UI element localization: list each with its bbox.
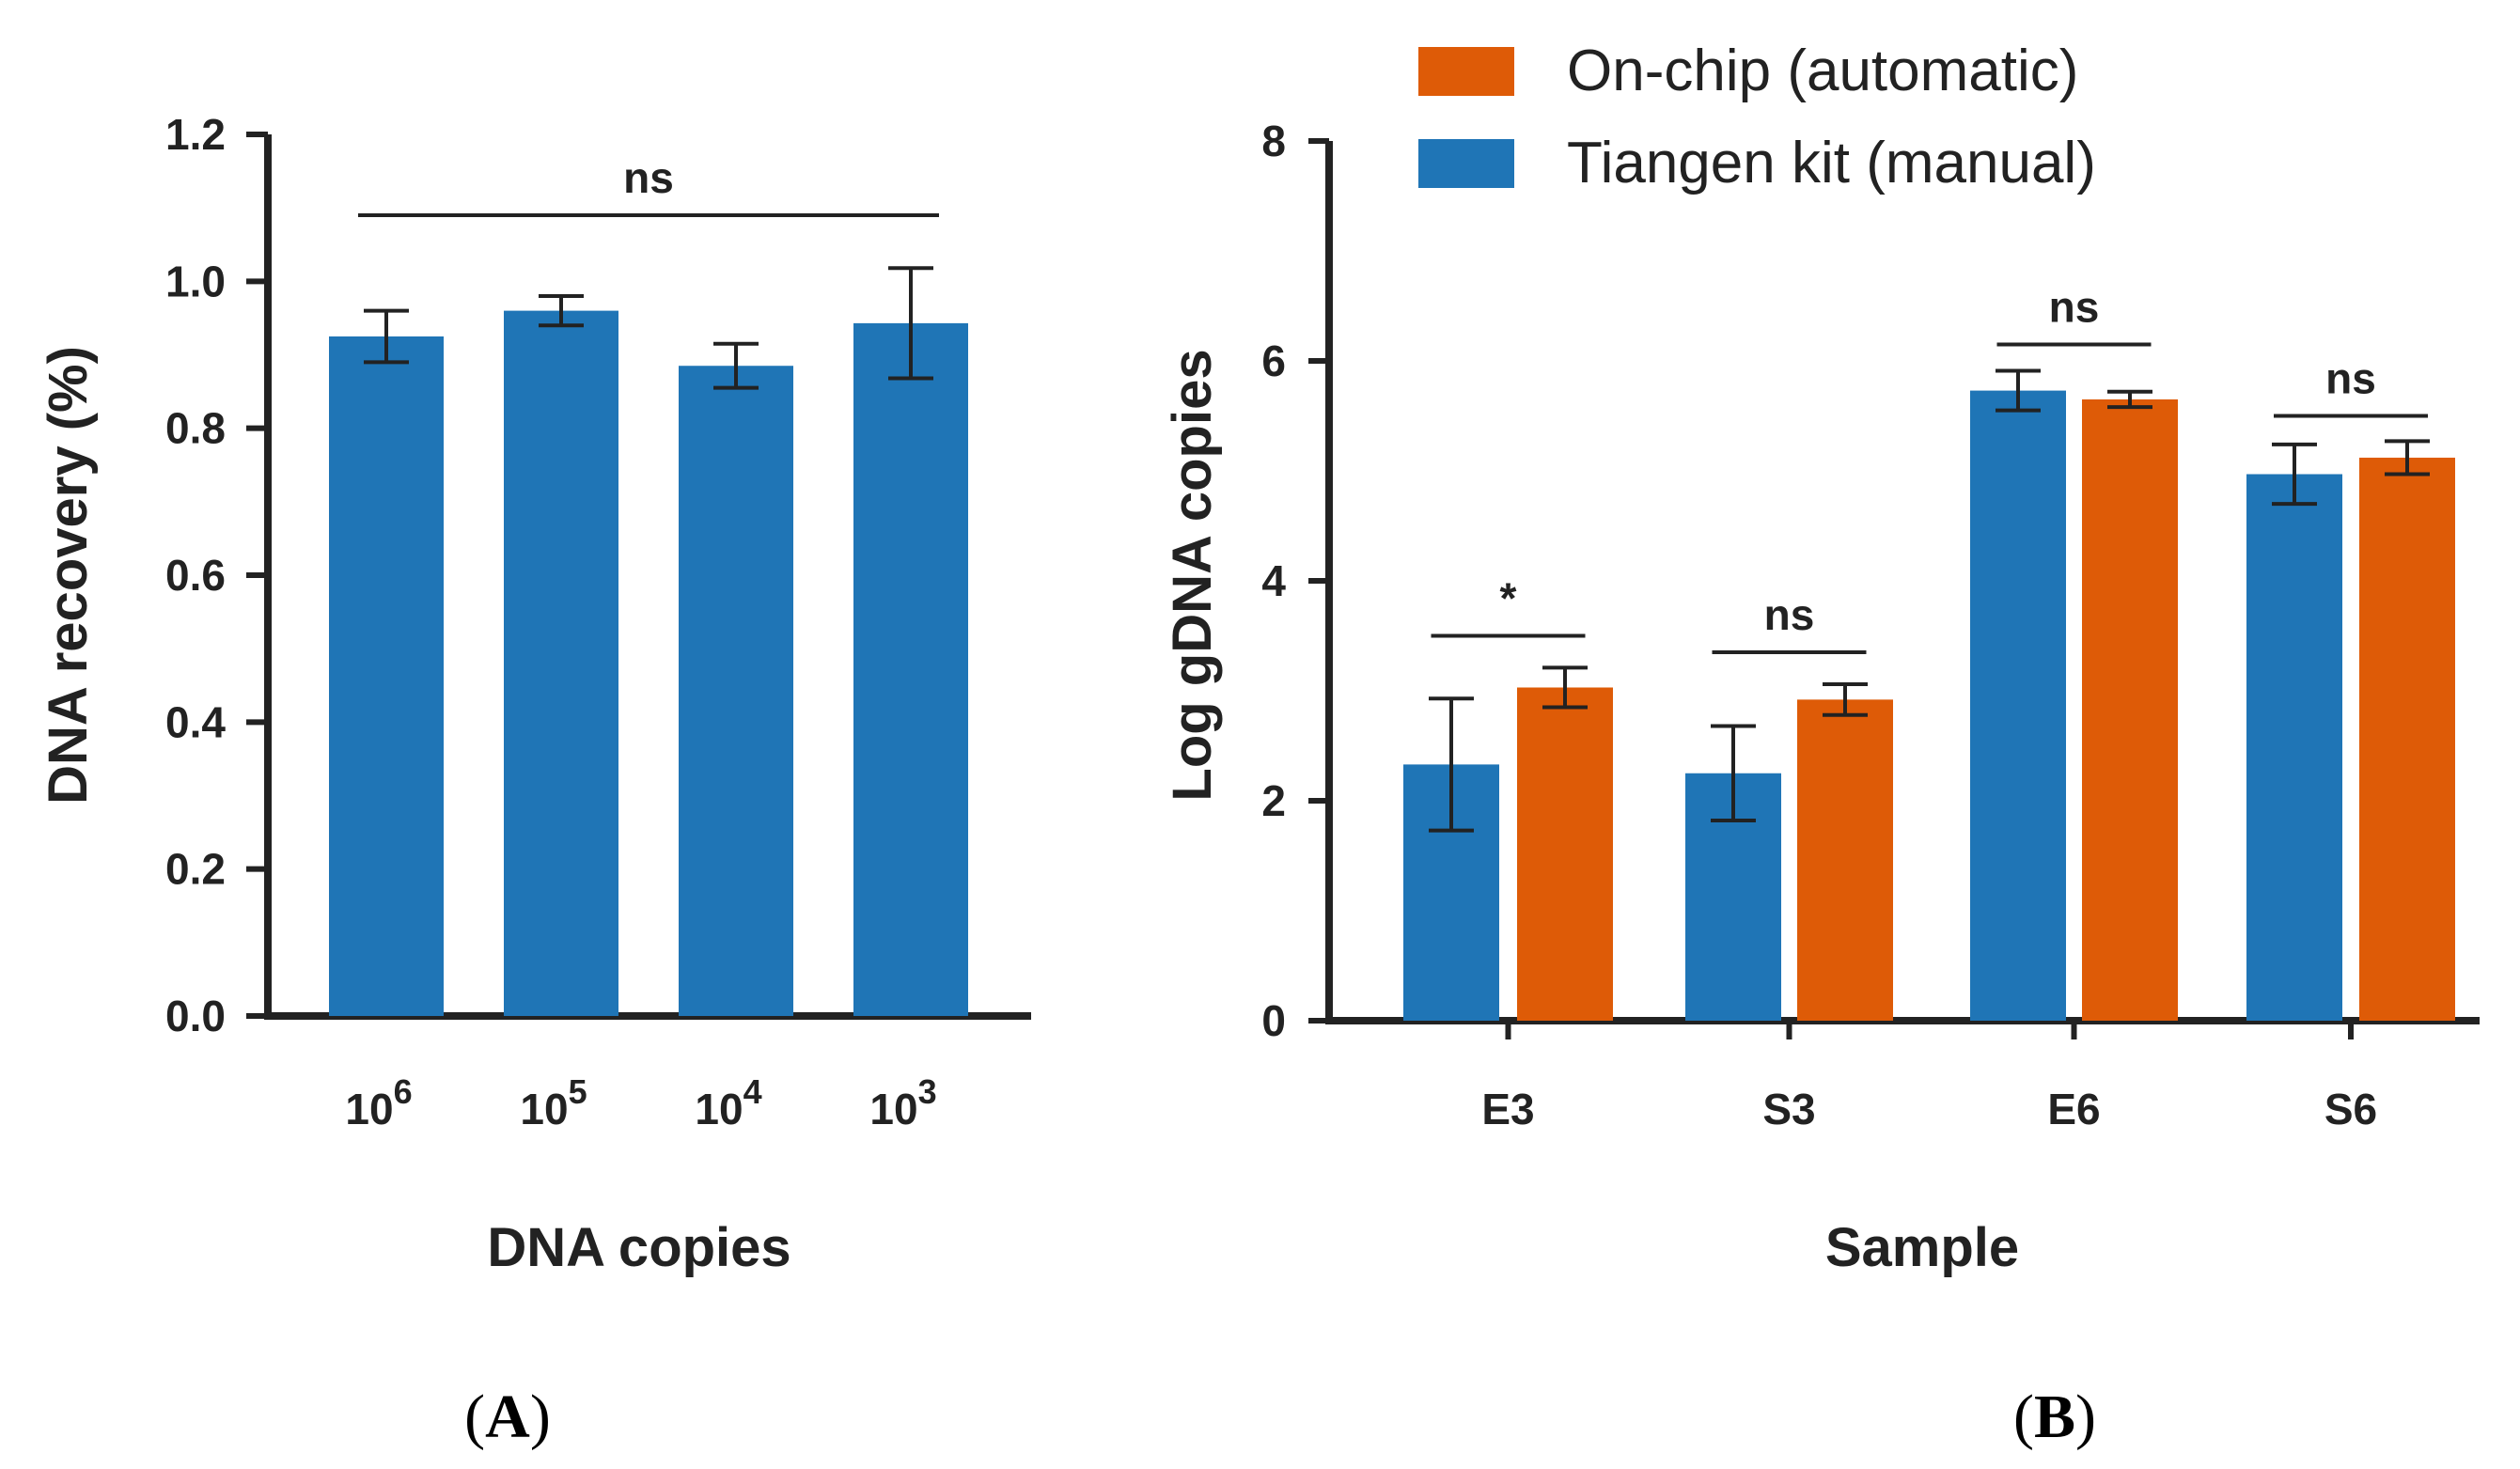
panel-a-x-tick-label: 106 [345,1072,412,1133]
panel-a-y-axis-title: DNA recovery (%) [38,346,99,805]
panel-b-bar-onchip [1517,687,1613,1021]
panel-b-bar-onchip [2082,399,2178,1021]
panel-b-significance-label: ns [1764,590,1815,639]
panel-b-x-tick-label: S6 [2324,1085,2377,1133]
panel-a-x-tick-label: 105 [520,1072,587,1133]
panel-a-y-tick-label: 1.0 [165,257,226,305]
panel-a-chart: 0.0 0.2 0.4 0.6 0.8 1.0 1.2 106 105 104 103 ns DN… [38,110,1031,1451]
panel-a-y-tick-label: 0.0 [165,992,226,1040]
panel-b-significance-label: ns [2049,282,2100,331]
panel-a-label: (A) [464,1383,551,1451]
panel-b-label: (B) [2013,1383,2096,1451]
panel-b-y-tick-label: 8 [1261,117,1286,165]
panel-a-y-tick-label: 1.2 [165,110,226,159]
panel-a-y-tick-label: 0.2 [165,845,226,894]
panel-b-bar-tiangen [2246,474,2342,1021]
panel-b-x-tick-label: S3 [1762,1085,1815,1133]
panel-b-legend-label: On-chip (automatic) [1567,39,2078,103]
panel-b-bar-tiangen [1970,390,2066,1022]
panel-a-y-tick-label: 0.6 [165,551,226,600]
panel-b-x-axis-title: Sample [1825,1217,2019,1278]
panel-b-legend: On-chip (automatic) Tiangen kit (manual) [1418,39,2096,195]
panel-a-bar [504,310,618,1017]
panel-b-y-tick-label: 6 [1261,336,1286,385]
panel-a-significance-label: ns [623,153,674,202]
panel-b-legend-swatch [1418,139,1514,188]
panel-b-chart: 0 2 4 6 8 E3 S3 E6 S6 * ns ns ns On-chip (automati… [1162,39,2480,1451]
panel-b-bar-onchip [2359,457,2455,1022]
panel-b-y-tick-label: 0 [1261,996,1286,1045]
panel-a-x-axis-title: DNA copies [487,1217,790,1278]
panel-b-x-tick-label: E6 [2047,1085,2100,1133]
panel-b-legend-label: Tiangen kit (manual) [1567,131,2096,195]
panel-b-significance-label: ns [2325,354,2376,403]
panel-a-x-tick-label: 103 [869,1072,936,1133]
panel-b-y-axis-title: Log gDNA copies [1162,349,1223,801]
panel-b-legend-swatch [1418,47,1514,96]
panel-a-y-tick-label: 0.8 [165,404,226,453]
panel-b-bar-onchip [1797,699,1893,1021]
panel-a-x-tick-label: 104 [695,1072,761,1133]
panel-a-bar [329,336,444,1016]
panel-a-y-tick-label: 0.4 [165,697,226,746]
panel-b-y-tick-label: 4 [1261,556,1286,605]
panel-a-bar [853,322,968,1017]
panel-a-bar [679,366,793,1017]
panel-b-significance-label: * [1500,574,1517,623]
panel-b-x-tick-label: E3 [1481,1085,1534,1133]
panel-b-y-tick-label: 2 [1261,776,1286,825]
